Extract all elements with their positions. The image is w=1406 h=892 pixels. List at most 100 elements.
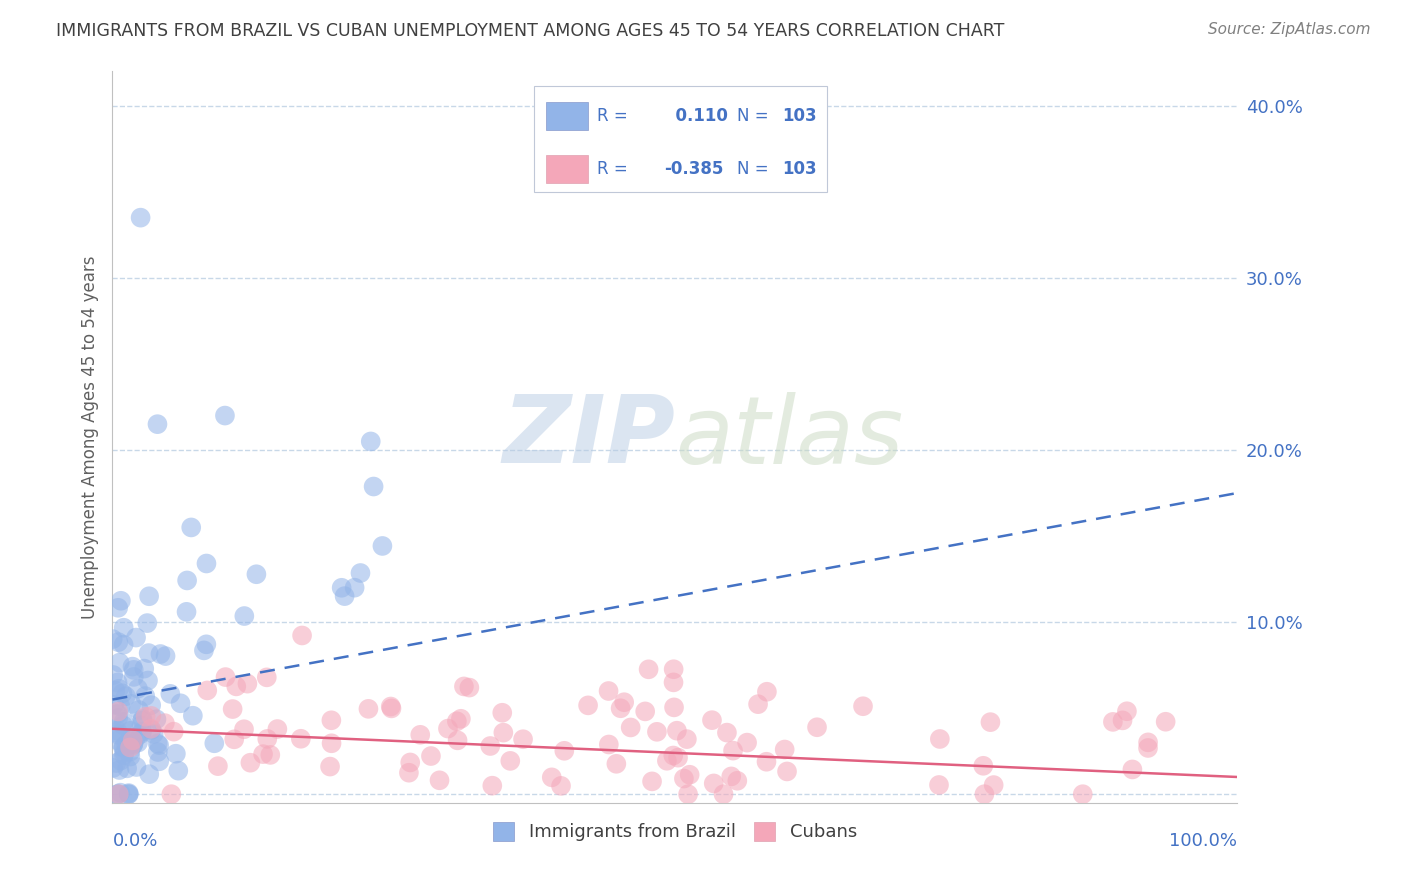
Cubans [928, 778, 950, 792]
Cubans [135, 710, 157, 724]
Cubans [806, 720, 828, 734]
Immigrants from Brazil [121, 659, 143, 673]
Text: N =: N = [737, 160, 768, 178]
Immigrants from Brazil [107, 711, 129, 725]
Immigrants from Brazil [120, 749, 142, 764]
Cubans [540, 770, 562, 784]
Cubans [446, 733, 468, 747]
Cubans [214, 670, 236, 684]
Cubans [121, 733, 143, 747]
Text: N =: N = [737, 107, 768, 125]
Cubans [634, 705, 657, 719]
Cubans [1121, 763, 1143, 777]
Cubans [195, 683, 218, 698]
Cubans [266, 722, 288, 736]
Cubans [141, 709, 163, 723]
Cubans [662, 748, 685, 763]
Immigrants from Brazil [114, 746, 136, 760]
Cubans [676, 787, 699, 801]
Cubans [481, 779, 503, 793]
Immigrants from Brazil [110, 786, 132, 800]
Immigrants from Brazil [202, 736, 225, 750]
Cubans [450, 712, 472, 726]
Immigrants from Brazil [125, 760, 148, 774]
Cubans [662, 700, 685, 714]
Cubans [446, 714, 468, 729]
Cubans [776, 764, 799, 779]
Cubans [755, 755, 778, 769]
Immigrants from Brazil [142, 727, 165, 741]
Immigrants from Brazil [111, 686, 134, 700]
Immigrants from Brazil [193, 643, 215, 657]
Cubans [409, 728, 432, 742]
Text: IMMIGRANTS FROM BRAZIL VS CUBAN UNEMPLOYMENT AMONG AGES 45 TO 54 YEARS CORRELATI: IMMIGRANTS FROM BRAZIL VS CUBAN UNEMPLOY… [56, 22, 1005, 40]
Cubans [357, 702, 380, 716]
Immigrants from Brazil [122, 738, 145, 752]
Cubans [380, 699, 402, 714]
Cubans [321, 714, 343, 728]
Immigrants from Brazil [104, 725, 127, 739]
Cubans [453, 680, 475, 694]
Cubans [492, 725, 515, 739]
Cubans [118, 740, 141, 755]
Immigrants from Brazil [128, 703, 150, 717]
Immigrants from Brazil [118, 731, 141, 746]
Text: Source: ZipAtlas.com: Source: ZipAtlas.com [1208, 22, 1371, 37]
Cubans [550, 779, 572, 793]
Cubans [107, 787, 129, 801]
Legend: Immigrants from Brazil, Cubans: Immigrants from Brazil, Cubans [485, 814, 865, 848]
Immigrants from Brazil [103, 698, 125, 712]
Cubans [979, 715, 1001, 730]
Immigrants from Brazil [145, 712, 167, 726]
Cubans [773, 742, 796, 756]
Immigrants from Brazil [131, 724, 153, 739]
Cubans [679, 768, 702, 782]
Immigrants from Brazil [112, 638, 135, 652]
Immigrants from Brazil [121, 737, 143, 751]
Immigrants from Brazil [127, 681, 149, 696]
Cubans [224, 732, 246, 747]
Text: 100.0%: 100.0% [1170, 832, 1237, 850]
Immigrants from Brazil [125, 731, 148, 745]
Immigrants from Brazil [165, 747, 187, 761]
Immigrants from Brazil [107, 600, 129, 615]
Cubans [1071, 787, 1094, 801]
Cubans [256, 670, 278, 684]
Immigrants from Brazil [112, 740, 135, 755]
Immigrants from Brazil [131, 714, 153, 728]
Cubans [703, 776, 725, 790]
Immigrants from Brazil [120, 697, 142, 711]
Immigrants from Brazil [176, 574, 198, 588]
Cubans [499, 754, 522, 768]
Immigrants from Brazil [108, 763, 131, 777]
Cubans [553, 744, 575, 758]
Cubans [1102, 714, 1125, 729]
Text: R =: R = [598, 160, 628, 178]
Immigrants from Brazil [107, 635, 129, 649]
Cubans [613, 695, 636, 709]
Immigrants from Brazil [131, 712, 153, 726]
Text: 0.0%: 0.0% [112, 832, 157, 850]
Immigrants from Brazil [103, 761, 125, 775]
Immigrants from Brazil [115, 761, 138, 775]
Immigrants from Brazil [121, 731, 143, 745]
Cubans [598, 684, 620, 698]
Immigrants from Brazil [146, 737, 169, 751]
Cubans [747, 697, 769, 711]
Cubans [576, 698, 599, 713]
Cubans [666, 750, 689, 764]
Immigrants from Brazil [112, 740, 135, 755]
FancyBboxPatch shape [546, 102, 588, 129]
Immigrants from Brazil [127, 735, 149, 749]
Immigrants from Brazil [214, 409, 236, 423]
Immigrants from Brazil [112, 747, 135, 762]
Cubans [207, 759, 229, 773]
Immigrants from Brazil [122, 737, 145, 751]
Immigrants from Brazil [112, 621, 135, 635]
Cubans [928, 731, 950, 746]
Cubans [735, 736, 758, 750]
Immigrants from Brazil [131, 718, 153, 732]
Immigrants from Brazil [149, 647, 172, 661]
Cubans [153, 716, 176, 731]
Y-axis label: Unemployment Among Ages 45 to 54 years: Unemployment Among Ages 45 to 54 years [80, 255, 98, 619]
